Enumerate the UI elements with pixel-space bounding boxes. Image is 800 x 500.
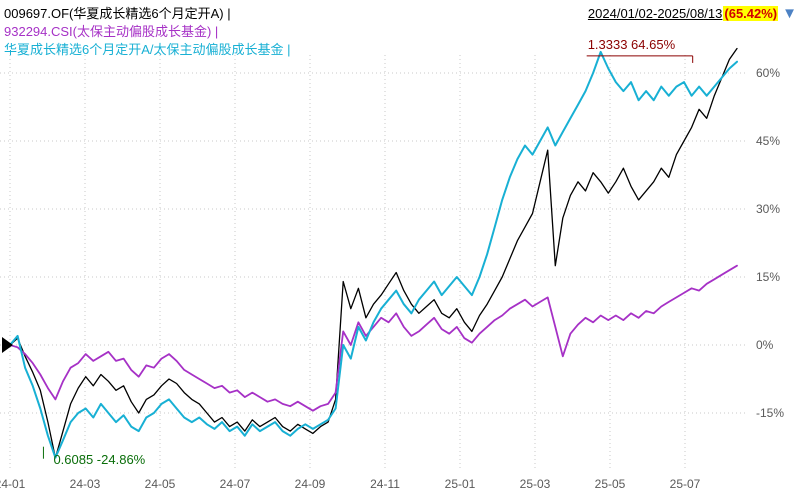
- min-annotation: 0.6085 -24.86%: [53, 451, 146, 467]
- x-axis-label: 25-07: [669, 477, 701, 491]
- date-range-box: 2024/01/02-2025/08/13 (65.42%) ▼: [588, 6, 797, 21]
- x-axis-label: 24-07: [219, 477, 251, 491]
- x-axis-label: 25-03: [519, 477, 551, 491]
- legend-series-ratio[interactable]: 华夏成长精选6个月定开A/太保主动偏股成长基金 |: [4, 42, 291, 57]
- x-axis-label: 24-09: [294, 477, 326, 491]
- x-axis-label: 25-01: [444, 477, 476, 491]
- date-range[interactable]: 2024/01/02-2025/08/13: [587, 6, 723, 21]
- y-axis-label: 45%: [756, 134, 781, 148]
- legend-series-fund[interactable]: 009697.OF(华夏成长精选6个月定开A) |: [4, 6, 231, 21]
- legend-series-index[interactable]: 932294.CSI(太保主动偏股成长基金) |: [4, 24, 219, 39]
- x-axis-label: 24-01: [0, 477, 26, 491]
- x-axis-label: 24-11: [370, 477, 400, 491]
- x-axis-label: 24-03: [69, 477, 101, 491]
- series-line-ratio: [9, 50, 738, 459]
- x-axis-label: 25-05: [594, 477, 626, 491]
- series-line-index: [9, 264, 738, 412]
- chevron-down-icon[interactable]: ▼: [782, 5, 797, 22]
- y-axis-label: 30%: [756, 202, 781, 216]
- y-axis-label: 0%: [756, 338, 774, 352]
- period-return-badge: (65.42%): [723, 6, 779, 21]
- x-axis-label: 24-05: [144, 477, 176, 491]
- max-annotation: 1.3333 64.65%: [587, 36, 676, 52]
- y-axis-label: -15%: [756, 406, 785, 420]
- y-axis-label: 15%: [756, 270, 781, 284]
- y-axis-label: 60%: [756, 66, 781, 80]
- start-marker-icon[interactable]: [2, 337, 13, 353]
- series-line-fund: [9, 47, 738, 459]
